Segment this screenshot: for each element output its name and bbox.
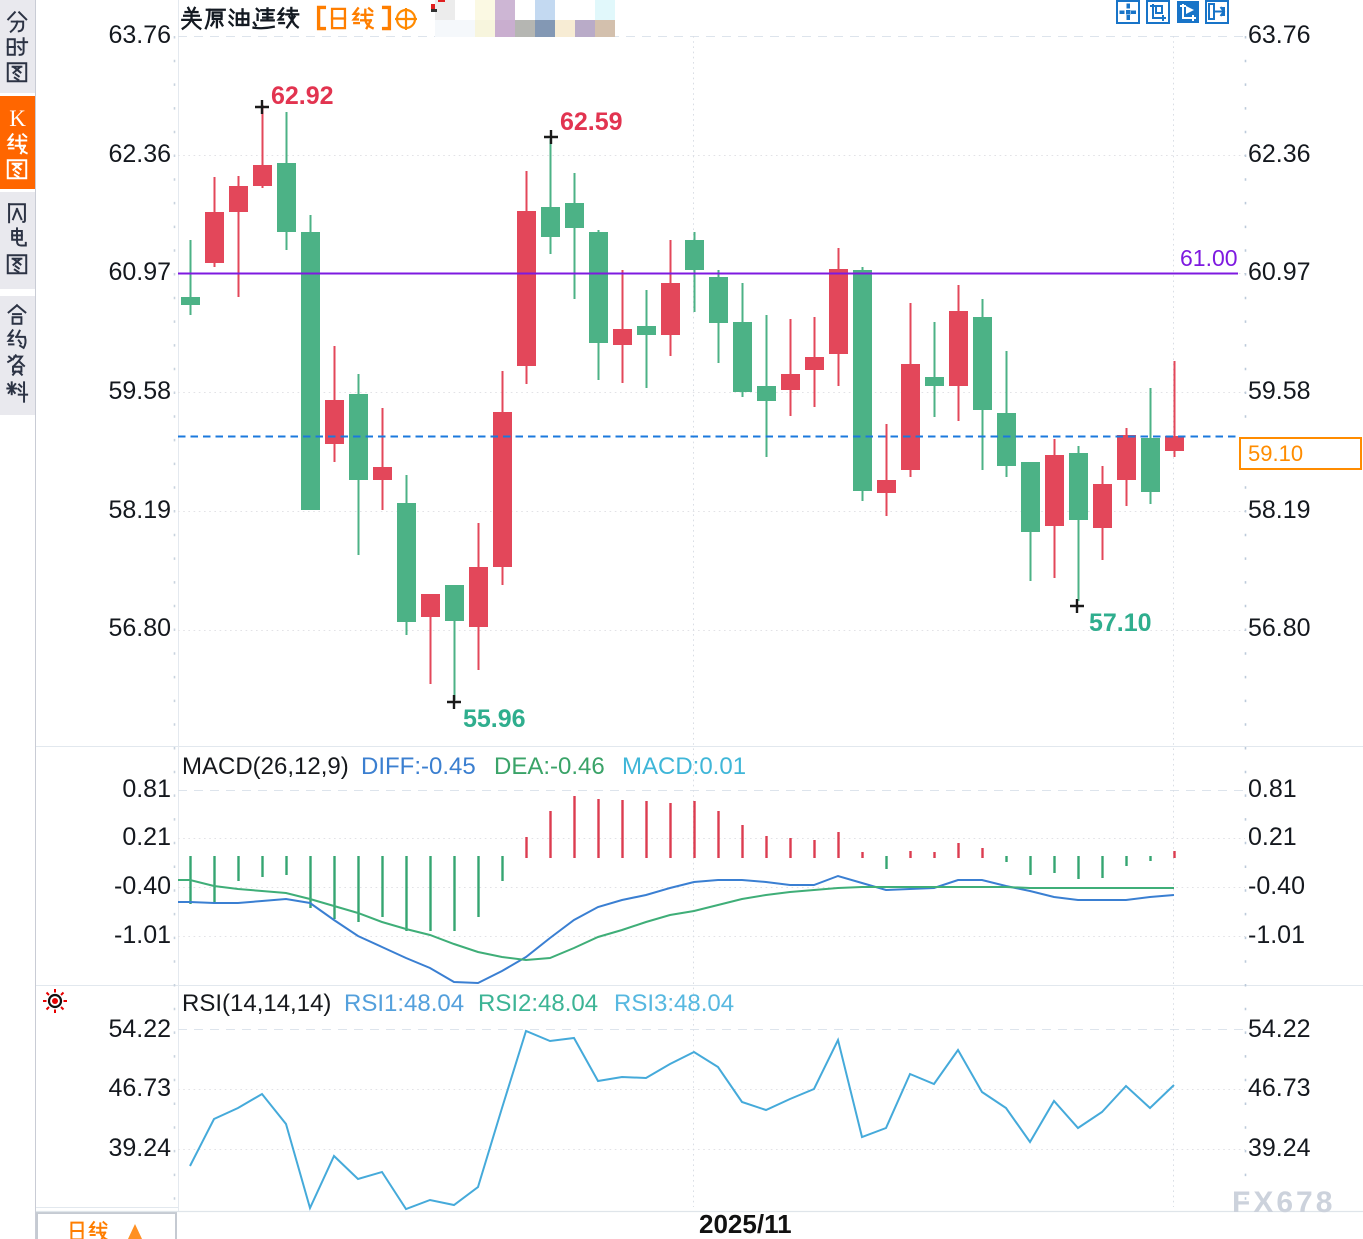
svg-text:K: K bbox=[9, 106, 26, 131]
